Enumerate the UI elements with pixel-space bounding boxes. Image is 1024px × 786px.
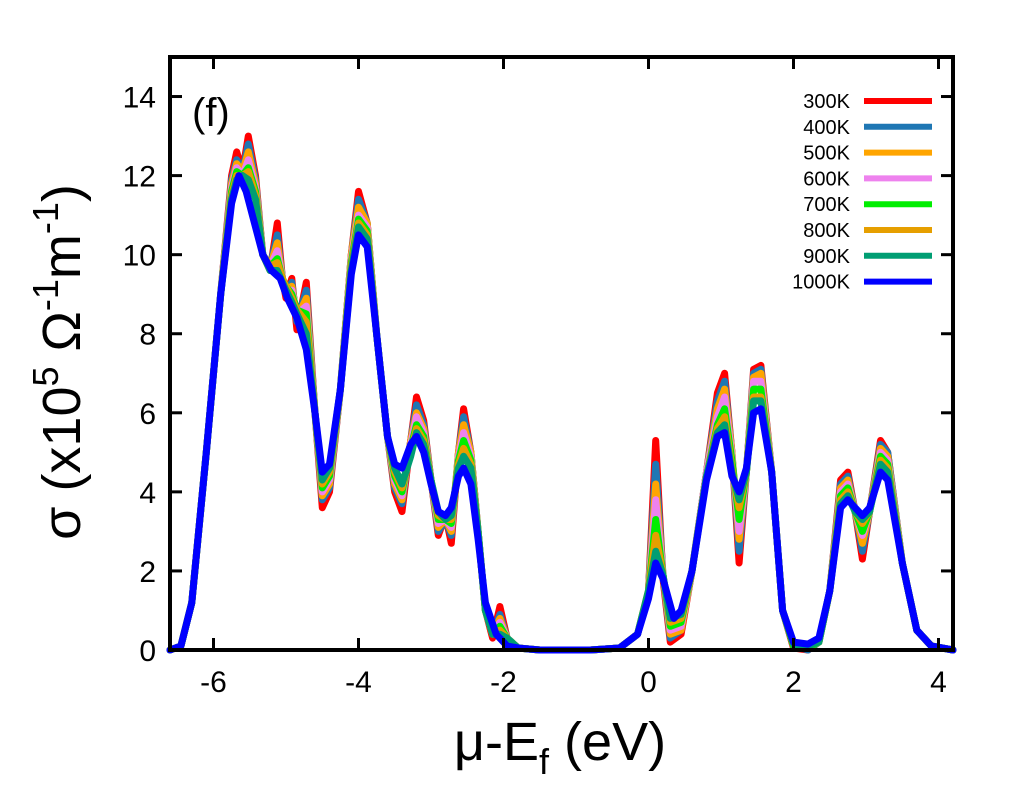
frame-layer xyxy=(168,55,955,652)
y-axis-title-exp-minus-1b: -1 xyxy=(25,202,66,234)
y-axis-title: σ (x105 Ω-1m-1) xyxy=(25,184,92,540)
series-line-800K xyxy=(166,168,957,654)
legend: 300K 400K 500K 600K 700K 800K 900K 1000K xyxy=(792,91,932,294)
y-tick-label: 4 xyxy=(139,477,156,510)
legend-label-800K: 800K xyxy=(803,220,850,242)
panel-label: (f) xyxy=(192,91,230,135)
y-axis-title-close: ) xyxy=(32,184,92,202)
y-tick-label: 12 xyxy=(123,161,156,194)
tick-layer: 0 2 4 6 8 10 12 14 -6 -4 -2 0 2 4 xyxy=(123,57,953,699)
x-tick-label: 2 xyxy=(785,666,802,699)
legend-label-900K: 900K xyxy=(803,246,850,268)
x-tick-label: -2 xyxy=(490,666,517,699)
y-tick-label: 10 xyxy=(123,240,156,273)
y-axis-title-exp-minus-1a: -1 xyxy=(25,279,66,311)
x-tick-label: 0 xyxy=(640,666,657,699)
y-tick-label: 14 xyxy=(123,82,156,115)
series-line-1000K xyxy=(166,172,957,654)
x-axis-title-unit: (eV) xyxy=(549,712,666,772)
y-axis-title-exp-5: 5 xyxy=(25,366,66,386)
legend-label-700K: 700K xyxy=(803,194,850,216)
legend-label-1000K: 1000K xyxy=(792,272,850,294)
y-tick-label: 6 xyxy=(139,398,156,431)
x-tick-label: 4 xyxy=(930,666,947,699)
series-layer xyxy=(166,132,957,654)
x-axis-title-subscript: f xyxy=(539,741,550,782)
x-axis-title-main: μ-E xyxy=(454,712,539,772)
y-axis-title-omega: Ω xyxy=(32,311,92,366)
y-tick-label: 0 xyxy=(139,635,156,668)
legend-label-500K: 500K xyxy=(803,143,850,165)
y-axis-title-m: m xyxy=(32,234,92,279)
y-tick-label: 8 xyxy=(139,319,156,352)
plot-frame xyxy=(168,55,955,652)
x-tick-label: -6 xyxy=(200,666,227,699)
legend-label-300K: 300K xyxy=(803,91,850,113)
legend-label-400K: 400K xyxy=(803,117,850,139)
legend-label-600K: 600K xyxy=(803,168,850,190)
x-axis-title: μ-Ef (eV) xyxy=(454,712,666,782)
y-axis-title-main: σ (x10 xyxy=(32,387,92,540)
y-tick-label: 2 xyxy=(139,556,156,589)
x-tick-label: -4 xyxy=(345,666,372,699)
